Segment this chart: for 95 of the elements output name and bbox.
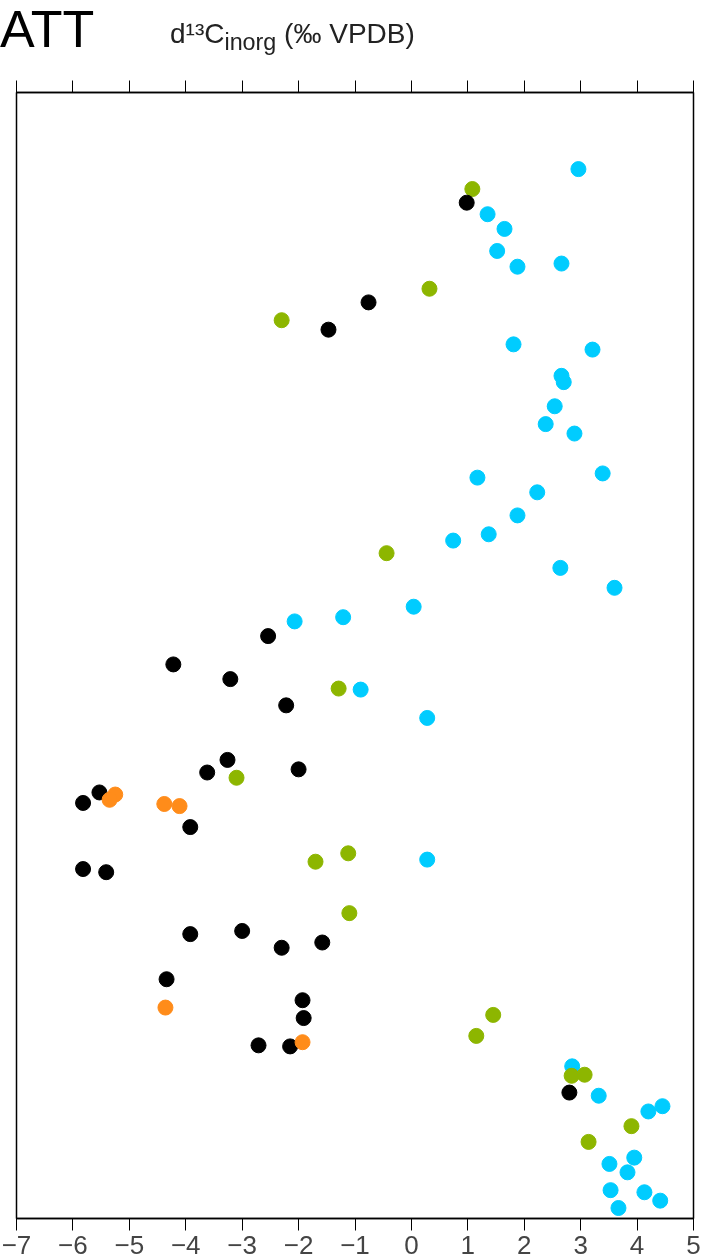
point [314, 934, 331, 951]
text: ATT [0, 0, 95, 60]
point [479, 206, 496, 223]
point [419, 851, 436, 868]
point [273, 939, 290, 956]
point [576, 1066, 593, 1083]
point [360, 294, 377, 311]
x-tick-label: −2 [283, 1229, 314, 1256]
point [468, 1027, 485, 1044]
point [171, 798, 188, 815]
point [378, 545, 395, 562]
point [652, 1192, 669, 1209]
point [485, 1006, 502, 1023]
point [182, 819, 199, 836]
point [199, 764, 216, 781]
x-tick-label: 3 [573, 1229, 588, 1256]
point [165, 656, 182, 673]
point [341, 905, 358, 922]
point [222, 671, 239, 688]
point [561, 1084, 578, 1101]
point [260, 628, 277, 645]
point [602, 1182, 619, 1199]
point [282, 1038, 299, 1055]
point [419, 709, 436, 726]
point [158, 971, 175, 988]
point [286, 613, 303, 630]
point [636, 1184, 653, 1201]
point [570, 161, 587, 178]
x-tick-label: −5 [114, 1229, 145, 1256]
x-tick-label: 4 [629, 1229, 645, 1256]
point [234, 922, 251, 939]
point [219, 751, 236, 768]
point [421, 280, 438, 297]
point [75, 861, 92, 878]
point [294, 992, 311, 1009]
point [480, 526, 497, 543]
point [496, 220, 513, 237]
x-tick-label: −3 [227, 1229, 257, 1256]
x-tick-label: 2 [517, 1229, 532, 1256]
point [654, 1098, 671, 1115]
x-axis-title: d¹³C$_{inorg}$ (‰ VPDB) [170, 17, 415, 57]
x-tick-label: −4 [170, 1229, 201, 1256]
point [489, 242, 506, 259]
point [464, 181, 481, 198]
point [469, 469, 486, 486]
point [458, 194, 475, 211]
point [584, 341, 601, 358]
point [335, 609, 352, 626]
point [509, 507, 526, 524]
point [75, 794, 92, 811]
point [537, 416, 554, 433]
x-tick-label: 1 [460, 1229, 476, 1256]
point [445, 532, 462, 549]
x-tick-label: −1 [340, 1229, 370, 1256]
point [352, 681, 369, 698]
point [273, 312, 290, 329]
x-tick-label: 0 [404, 1229, 419, 1256]
point [529, 484, 546, 501]
x-tick-label: 5 [686, 1229, 701, 1256]
point [182, 926, 199, 943]
point [98, 864, 115, 881]
point [307, 853, 324, 870]
point [626, 1149, 643, 1166]
point [623, 1118, 640, 1135]
point [601, 1155, 618, 1172]
point [295, 1010, 312, 1027]
point [505, 336, 522, 353]
point [340, 845, 357, 862]
point [610, 1200, 627, 1216]
point [101, 791, 118, 808]
point [509, 258, 526, 275]
point [294, 1034, 311, 1051]
point [228, 769, 245, 786]
point [157, 999, 174, 1016]
point [405, 598, 422, 615]
point [580, 1133, 597, 1150]
point [619, 1164, 636, 1181]
point [250, 1037, 267, 1054]
point [606, 579, 623, 596]
point [594, 465, 611, 482]
point [546, 398, 563, 415]
point [553, 255, 570, 272]
x-tick-label: −7 [1, 1229, 32, 1256]
point [290, 761, 307, 778]
point [555, 374, 572, 391]
point [566, 425, 583, 442]
point [552, 559, 569, 576]
point [156, 796, 173, 812]
point [278, 697, 295, 714]
point [330, 680, 347, 697]
point [590, 1087, 607, 1104]
point [563, 1067, 580, 1084]
point [640, 1103, 657, 1120]
x-tick-label: −6 [58, 1229, 88, 1256]
point [320, 321, 337, 338]
